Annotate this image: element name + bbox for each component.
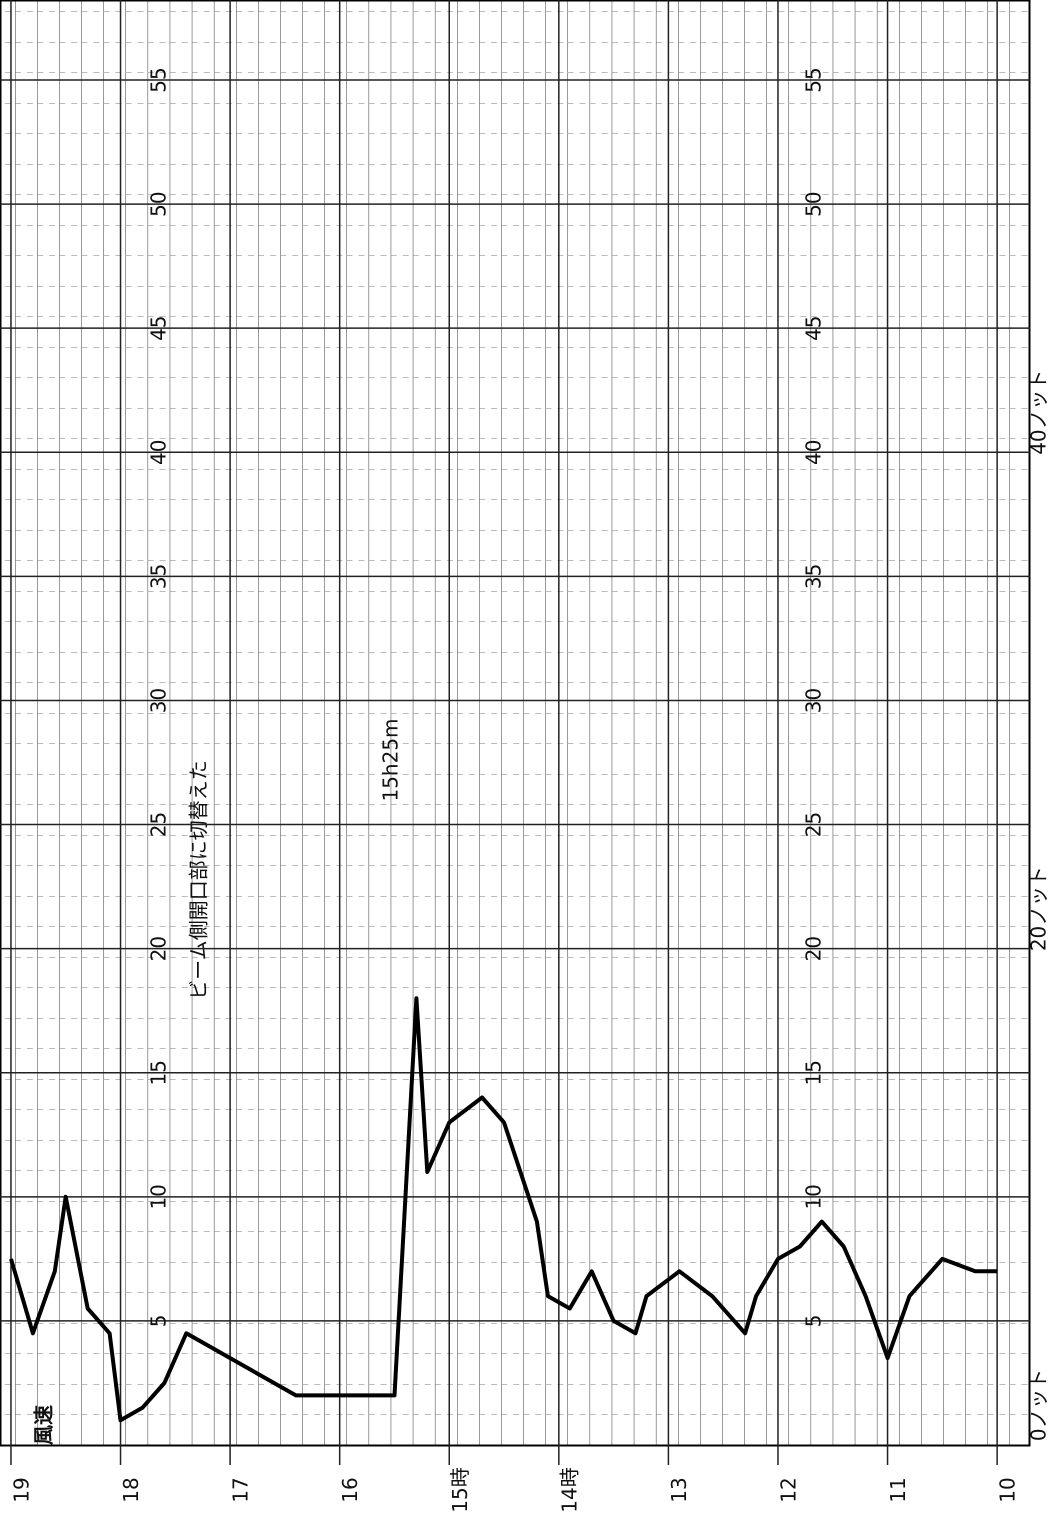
- y-tick-label: 40: [147, 440, 171, 465]
- y-tick-label: 10: [147, 1184, 171, 1209]
- y-tick-label: 5: [802, 1315, 826, 1328]
- x-tick-label: 19: [9, 1477, 33, 1502]
- y-tick-label: 20: [147, 936, 171, 961]
- x-tick-label: 14時: [557, 1467, 581, 1512]
- y-tick-label: 50: [802, 191, 826, 216]
- y-tick-label: 15: [802, 1060, 826, 1085]
- unit-label: 0ノット: [1027, 1369, 1051, 1441]
- y-tick-label: 55: [802, 67, 826, 92]
- y-tick-label: 10: [802, 1184, 826, 1209]
- x-tick-label: 18: [119, 1477, 143, 1502]
- y-tick-label: 30: [147, 688, 171, 713]
- y-tick-label: 25: [802, 812, 826, 837]
- y-tick-label: 5: [147, 1315, 171, 1328]
- y-tick-label: 45: [802, 315, 826, 340]
- unit-label: 40ノット: [1027, 370, 1051, 455]
- y-tick-label: 15: [147, 1060, 171, 1085]
- y-tick-label: 35: [802, 564, 826, 589]
- x-tick-label: 11: [886, 1477, 910, 1502]
- y-tick-label: 25: [147, 812, 171, 837]
- axis-title: 風速: [32, 1405, 56, 1445]
- x-tick-label: 12: [776, 1477, 800, 1502]
- y-tick-label: 50: [147, 191, 171, 216]
- x-tick-label: 10: [996, 1477, 1020, 1502]
- chart: 風速 ビーム側開口部に切替えた 15h25m 55101015152020252…: [0, 0, 1059, 1524]
- x-tick-label: 15時: [448, 1467, 472, 1512]
- x-tick-label: 13: [667, 1477, 691, 1502]
- y-tick-label: 40: [802, 440, 826, 465]
- y-tick-label: 20: [802, 936, 826, 961]
- y-tick-label: 35: [147, 564, 171, 589]
- annotation: 15h25m: [379, 718, 403, 801]
- y-tick-label: 30: [802, 688, 826, 713]
- x-tick-label: 17: [229, 1477, 253, 1502]
- unit-label: 20ノット: [1027, 866, 1051, 951]
- y-tick-label: 55: [147, 67, 171, 92]
- x-tick-label: 16: [338, 1477, 362, 1502]
- annotation: ビーム側開口部に切替えた: [187, 760, 211, 999]
- y-tick-label: 45: [147, 315, 171, 340]
